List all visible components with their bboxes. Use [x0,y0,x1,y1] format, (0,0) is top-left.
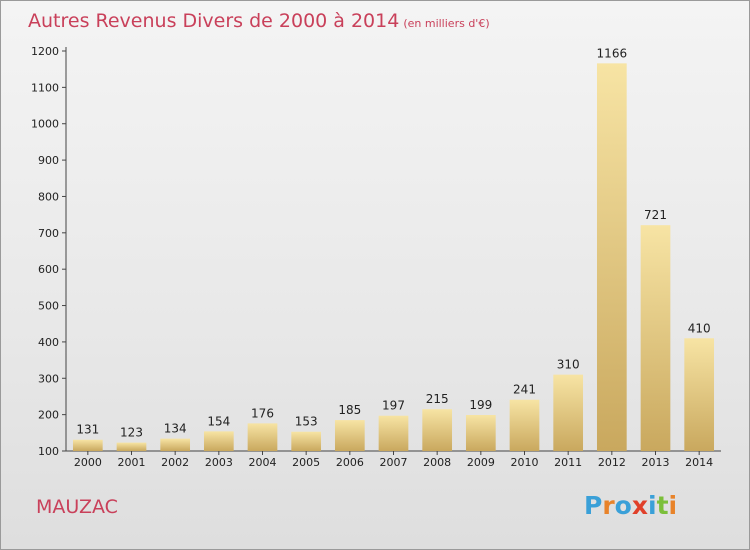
bar-2004 [247,423,278,451]
data-label-2005: 153 [295,415,318,429]
data-label-2003: 154 [207,414,230,428]
y-tick-label: 700 [38,227,59,240]
x-tick-label: 2006 [336,456,364,469]
data-label-2013: 721 [644,208,667,222]
y-tick-label: 100 [38,445,59,458]
chart-title: Autres Revenus Divers de 2000 à 2014 (en … [28,10,490,32]
logo-letter: x [631,491,648,520]
logo-letter: i [648,491,657,520]
x-tick-label: 2002 [161,456,189,469]
bar-2014 [684,338,715,451]
data-label-2000: 131 [76,423,99,437]
data-label-2007: 197 [382,399,405,413]
data-label-2008: 215 [426,392,449,406]
bar-2007 [378,415,409,451]
data-label-2010: 241 [513,383,536,397]
y-tick-label: 400 [38,336,59,349]
x-tick-label: 2005 [292,456,320,469]
place-name: MAUZAC [36,496,118,518]
bar-2006 [334,420,365,451]
y-tick-label: 800 [38,190,59,203]
bar-2011 [553,374,584,451]
logo-letter: t [656,491,669,520]
x-tick-label: 2000 [74,456,102,469]
data-label-2009: 199 [469,398,492,412]
x-tick-label: 2008 [423,456,451,469]
x-tick-label: 2001 [118,456,146,469]
data-label-2014: 410 [688,321,711,335]
bar-2009 [465,415,496,451]
x-tick-label: 2014 [685,456,713,469]
y-tick-label: 900 [38,154,59,167]
data-label-2011: 310 [557,358,580,372]
bar-2008 [422,409,453,451]
logo-letter: i [668,491,678,520]
data-label-2002: 134 [164,422,187,436]
title-unit: (en milliers d'€) [403,17,490,30]
logo-letter: r [602,491,615,520]
bar-2013 [640,225,671,451]
y-tick-label: 600 [38,263,59,276]
bar-2005 [291,431,322,451]
x-tick-label: 2012 [598,456,626,469]
x-tick-label: 2013 [642,456,670,469]
bar-2000 [72,439,103,451]
bar-2003 [203,431,234,451]
proxiti-logo[interactable]: Proxiti [584,491,677,520]
data-label-2006: 185 [338,403,361,417]
x-tick-label: 2004 [249,456,277,469]
y-tick-label: 200 [38,409,59,422]
y-tick-label: 300 [38,372,59,385]
logo-letter: P [584,491,603,520]
bar-2012 [596,63,627,451]
y-tick-label: 1000 [31,118,59,131]
logo-letter: o [614,491,632,520]
x-tick-label: 2010 [511,456,539,469]
y-tick-label: 1200 [31,45,59,58]
data-label-2001: 123 [120,426,143,440]
x-tick-label: 2011 [554,456,582,469]
x-tick-label: 2007 [380,456,408,469]
bar-2002 [160,438,191,451]
title-text: Autres Revenus Divers de 2000 à 2014 [28,10,400,32]
x-tick-label: 2003 [205,456,233,469]
y-tick-label: 500 [38,300,59,313]
y-tick-label: 1100 [31,81,59,94]
x-tick-label: 2009 [467,456,495,469]
data-label-2004: 176 [251,406,274,420]
bar-2010 [509,399,540,451]
bar-2001 [116,442,147,451]
data-label-2012: 1166 [597,46,628,60]
